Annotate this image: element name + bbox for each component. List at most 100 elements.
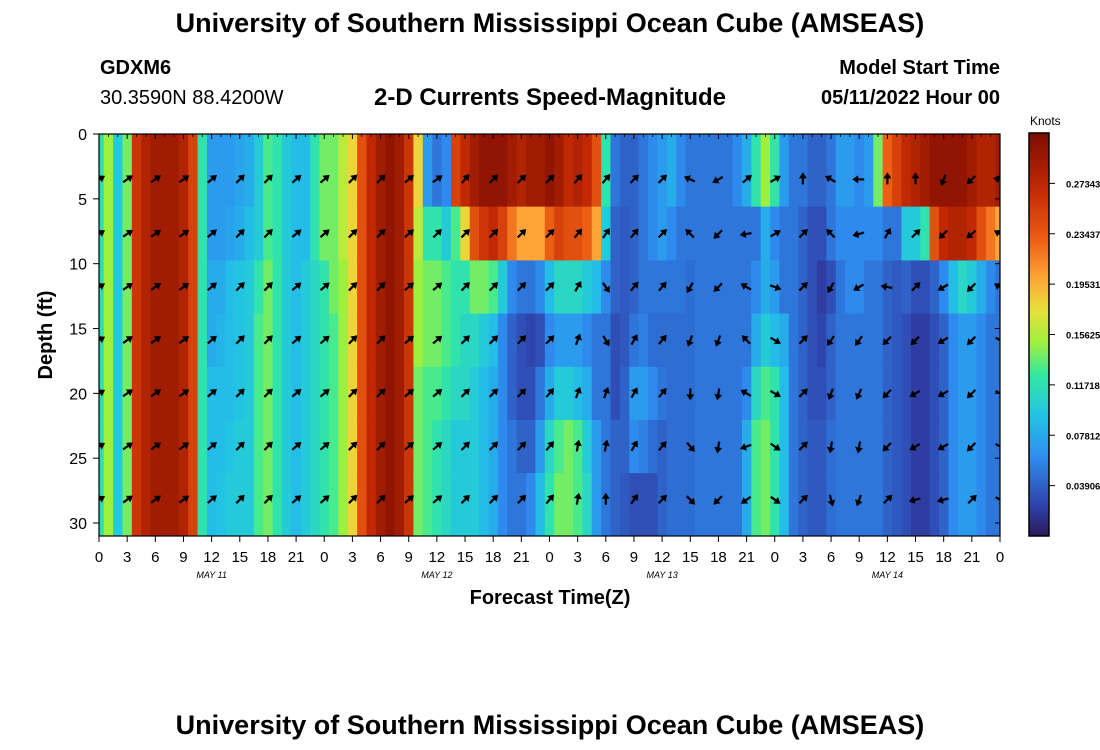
heatmap-cell — [422, 206, 433, 262]
heatmap-cell — [920, 134, 931, 208]
current-vector-arrow — [122, 282, 133, 291]
heatmap-cell — [141, 134, 152, 208]
heatmap-cell — [507, 473, 518, 536]
heatmap-cell — [648, 260, 659, 315]
current-vector-arrow — [376, 228, 386, 239]
current-vector-arrow — [852, 230, 865, 239]
heatmap-cell — [338, 473, 349, 536]
current-vector-arrow — [376, 441, 386, 451]
x-tick-label: 0 — [771, 549, 779, 566]
current-vector-arrow — [657, 494, 668, 505]
current-vector-arrow — [573, 228, 583, 239]
heatmap-cell — [113, 134, 124, 208]
heatmap-cell — [413, 366, 424, 421]
heatmap-cell — [441, 134, 452, 208]
heatmap-cell — [422, 260, 433, 315]
heatmap-cell — [929, 473, 940, 536]
current-vector-arrow — [629, 228, 639, 239]
heatmap-cell — [563, 313, 574, 368]
heatmap-cell — [694, 419, 705, 474]
heatmap-cell — [413, 419, 424, 474]
heatmap-cell — [441, 313, 452, 368]
heatmap-cell — [357, 419, 368, 474]
current-vector-arrow — [432, 495, 443, 504]
current-vector-arrow — [235, 228, 245, 239]
heatmap-cell — [788, 366, 799, 421]
x-tick-label: 6 — [151, 549, 159, 566]
heatmap-cell — [985, 366, 996, 421]
heatmap-cell — [432, 473, 443, 536]
heatmap-cell — [479, 473, 490, 536]
current-vector-arrow — [432, 442, 443, 451]
y-axis: 0 5 10 15 20 25 30 — [69, 127, 1000, 533]
x-tick-label: 18 — [935, 549, 952, 566]
current-vector-arrow — [122, 495, 133, 504]
colorbar-ticks: 0.27343 0.23437 0.19531 0.15625 0.11718 0.078… — [1049, 179, 1100, 493]
date-label: MAY 12 — [421, 570, 452, 580]
heatmap-cell — [657, 134, 668, 208]
heatmap-cell — [619, 260, 630, 315]
heatmap-cell — [113, 419, 124, 474]
heatmap-cell — [648, 473, 659, 536]
current-vector-arrow — [291, 335, 302, 345]
heatmap-cell — [178, 134, 189, 208]
current-vector-arrow — [908, 496, 921, 504]
heatmap-cell — [469, 260, 480, 315]
current-vector-arrow — [319, 229, 330, 238]
heatmap-cell — [873, 206, 884, 262]
current-vector-arrow — [376, 335, 386, 345]
current-vector-arrow — [995, 336, 1000, 345]
heatmap-cell — [779, 134, 790, 208]
current-vector-arrow — [319, 335, 330, 345]
current-vector-arrow — [291, 495, 302, 504]
heatmap-cell — [835, 260, 846, 315]
heatmap-cell — [638, 366, 649, 421]
station-id: GDXM6 — [100, 57, 172, 79]
current-vector-arrow — [827, 282, 835, 294]
heatmap-cell — [357, 134, 368, 208]
heatmap-cell — [751, 419, 762, 474]
heatmap-cell — [957, 134, 968, 208]
current-vector-arrow — [966, 229, 977, 239]
colorbar-tick-label: 0.07812 — [1066, 431, 1100, 442]
heatmap-cell — [216, 134, 227, 208]
heatmap-cell — [770, 134, 781, 208]
heatmap-cell — [948, 260, 959, 315]
heatmap-cell — [272, 134, 283, 208]
heatmap-cell — [826, 134, 837, 208]
current-vector-arrow — [488, 174, 499, 184]
heatmap-cell — [103, 473, 114, 536]
heatmap-cell — [751, 473, 762, 536]
heatmap-cell — [845, 206, 856, 262]
chart-subtitle: 2-D Currents Speed-Magnitude — [373, 84, 727, 111]
current-vector-arrow — [909, 443, 921, 451]
heatmap-cell — [629, 134, 640, 208]
heatmap-cell — [216, 260, 227, 315]
current-vector-arrow — [178, 495, 190, 504]
heatmap-cell — [526, 473, 537, 536]
current-vector-arrow — [769, 336, 781, 345]
current-vector-arrow — [911, 282, 921, 292]
current-vector-arrow — [769, 229, 781, 238]
heatmap-cell — [741, 134, 752, 208]
current-vector-arrow — [207, 495, 217, 504]
heatmap-cell — [488, 134, 499, 208]
heatmap-cell — [535, 134, 546, 208]
current-vector-arrow — [630, 493, 639, 505]
heatmap-cell — [188, 366, 199, 421]
y-tick-label: 5 — [78, 192, 87, 209]
current-vector-arrow — [995, 496, 1000, 504]
heatmap-cell — [394, 419, 405, 474]
heatmap-cell — [282, 473, 293, 536]
heatmap-cell — [863, 473, 874, 536]
heatmap-cell — [788, 419, 799, 474]
heatmap-cell — [563, 206, 574, 262]
current-vector-arrow — [432, 228, 442, 239]
model-start-value: 05/11/2022 Hour 00 — [820, 87, 1000, 109]
x-tick-label: 0 — [996, 549, 1004, 566]
heatmap-cell — [235, 134, 246, 208]
heatmap-cell — [319, 134, 330, 208]
current-vector-arrow — [545, 441, 554, 452]
heatmap-cell — [732, 206, 743, 262]
